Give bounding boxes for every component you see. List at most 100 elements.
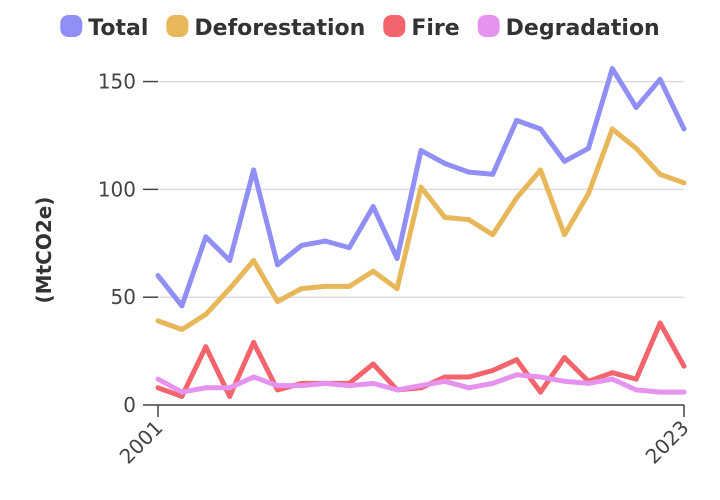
legend-label-deforestation: Deforestation: [194, 16, 365, 41]
data-point-fire-2016: [514, 357, 520, 363]
x-tick-label-2023: 2023: [641, 416, 694, 469]
data-point-deforestation-2023: [681, 180, 687, 186]
y-tick-label-0: 0: [123, 393, 136, 417]
data-point-fire-2005: [251, 339, 257, 345]
data-point-degradation-2010: [370, 380, 376, 386]
data-point-deforestation-2007: [298, 286, 304, 292]
legend-swatch-fire: [383, 15, 406, 37]
data-point-fire-2020: [609, 370, 615, 376]
data-point-total-2019: [585, 145, 591, 151]
data-point-total-2005: [251, 167, 257, 173]
data-point-deforestation-2009: [346, 283, 352, 289]
series-deforestation: [155, 126, 687, 333]
data-point-degradation-2019: [585, 380, 591, 386]
data-point-degradation-2001: [155, 376, 161, 382]
data-point-degradation-2021: [633, 387, 639, 393]
data-point-degradation-2014: [466, 385, 472, 391]
data-point-degradation-2020: [609, 376, 615, 382]
data-point-degradation-2002: [179, 389, 185, 395]
data-point-total-2004: [227, 258, 233, 264]
data-point-deforestation-2019: [585, 191, 591, 197]
series-lines: [155, 66, 687, 399]
data-point-fire-2001: [155, 385, 161, 391]
data-point-fire-2003: [203, 344, 209, 350]
data-point-fire-2004: [227, 393, 233, 399]
data-point-degradation-2004: [227, 385, 233, 391]
data-point-degradation-2016: [514, 372, 520, 378]
data-point-fire-2021: [633, 376, 639, 382]
data-point-total-2013: [442, 161, 448, 166]
data-point-degradation-2008: [322, 380, 328, 386]
legend-item-degradation[interactable]: Degradation: [477, 15, 660, 41]
data-point-fire-2013: [442, 374, 448, 380]
data-point-degradation-2022: [657, 389, 663, 395]
legend-swatch-total: [60, 15, 83, 37]
data-point-deforestation-2004: [227, 286, 233, 292]
data-point-degradation-2015: [490, 380, 496, 386]
data-point-fire-2010: [370, 361, 376, 367]
data-point-deforestation-2011: [394, 286, 400, 292]
data-point-degradation-2007: [298, 383, 304, 389]
data-point-deforestation-2013: [442, 214, 448, 220]
data-point-fire-2018: [561, 355, 567, 361]
data-point-deforestation-2002: [179, 327, 185, 333]
data-point-deforestation-2014: [466, 217, 472, 223]
data-point-degradation-2006: [275, 383, 281, 389]
data-point-fire-2017: [538, 389, 544, 395]
data-point-degradation-2009: [346, 383, 352, 389]
data-point-total-2006: [275, 262, 281, 268]
legend-label-fire: Fire: [411, 16, 459, 41]
legend-item-total[interactable]: Total: [60, 15, 148, 41]
y-tick-label-100: 100: [98, 177, 136, 201]
data-point-deforestation-2020: [609, 126, 615, 132]
data-point-total-2009: [346, 245, 352, 251]
data-point-degradation-2005: [251, 374, 257, 380]
data-point-degradation-2013: [442, 378, 448, 384]
data-point-degradation-2018: [561, 378, 567, 384]
data-point-fire-2022: [657, 320, 663, 326]
y-axis-label: (MtCO2e): [32, 197, 56, 304]
series-degradation: [155, 372, 687, 395]
legend-label-degradation: Degradation: [506, 16, 660, 41]
x-axis: 2001 2023: [115, 404, 694, 469]
data-point-total-2022: [657, 76, 663, 82]
legend-item-fire[interactable]: Fire: [383, 15, 460, 41]
data-point-degradation-2023: [681, 389, 687, 395]
legend-swatch-degradation: [477, 15, 500, 37]
data-point-deforestation-2018: [561, 232, 567, 238]
data-point-deforestation-2008: [322, 283, 328, 289]
y-tick-label-50: 50: [111, 285, 136, 309]
data-point-total-2020: [609, 66, 615, 72]
x-tick-label-2001: 2001: [115, 416, 168, 469]
data-point-total-2018: [561, 158, 567, 164]
legend-swatch-deforestation: [166, 15, 189, 37]
data-point-total-2002: [179, 303, 185, 309]
data-point-deforestation-2001: [155, 318, 161, 324]
data-point-deforestation-2003: [203, 311, 209, 317]
data-point-deforestation-2017: [538, 167, 544, 173]
data-point-deforestation-2016: [514, 195, 520, 201]
data-point-deforestation-2022: [657, 171, 663, 177]
legend-item-deforestation[interactable]: Deforestation: [166, 15, 365, 41]
data-point-total-2001: [155, 273, 161, 279]
data-point-deforestation-2005: [251, 258, 257, 264]
data-point-total-2003: [203, 234, 209, 240]
data-point-fire-2023: [681, 363, 687, 369]
data-point-deforestation-2021: [633, 145, 639, 151]
data-point-total-2007: [298, 242, 304, 248]
legend-label-total: Total: [88, 16, 148, 41]
data-point-total-2011: [394, 255, 400, 261]
data-point-degradation-2017: [538, 374, 544, 380]
y-tick-label-150: 150: [98, 70, 136, 94]
data-point-degradation-2012: [418, 383, 424, 389]
data-point-total-2008: [322, 238, 328, 244]
data-point-fire-2006: [275, 387, 281, 393]
data-point-fire-2015: [490, 368, 496, 373]
data-point-total-2012: [418, 148, 424, 154]
data-point-total-2017: [538, 126, 544, 132]
data-point-deforestation-2015: [490, 232, 496, 238]
data-point-fire-2002: [179, 393, 185, 399]
data-point-deforestation-2012: [418, 184, 424, 190]
series-total: [155, 66, 687, 309]
